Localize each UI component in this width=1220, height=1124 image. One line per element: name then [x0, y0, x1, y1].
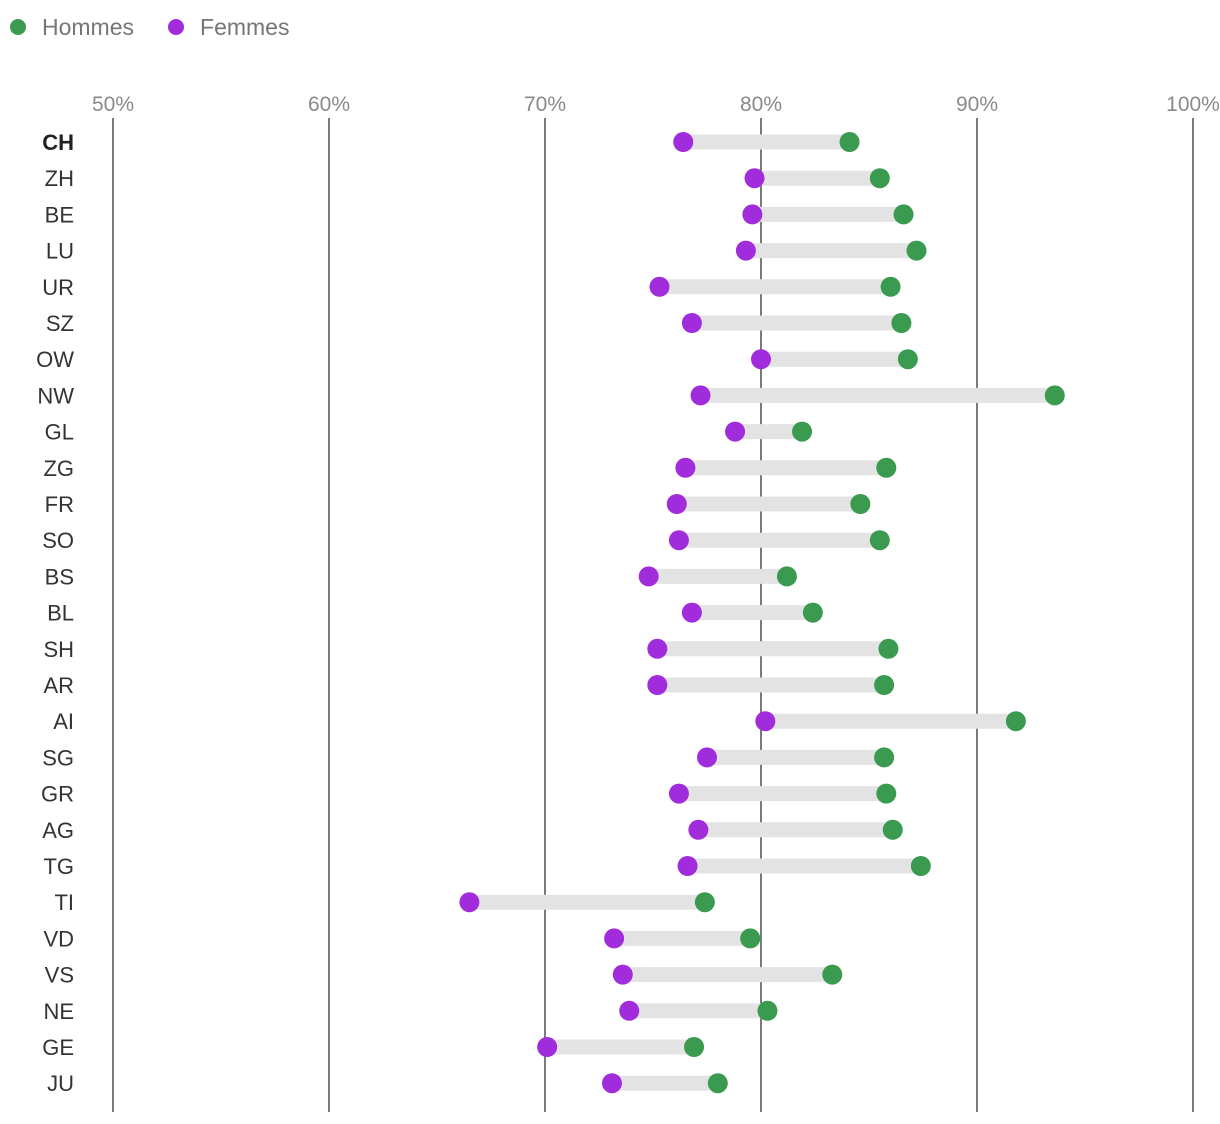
femmes-dot [675, 457, 696, 478]
femmes-dot [459, 892, 480, 913]
row-label: NW [37, 383, 74, 408]
row-label: BE [45, 202, 74, 227]
hommes-dot [876, 457, 897, 478]
hommes-dot [869, 168, 890, 189]
row-label: FR [45, 492, 74, 517]
femmes-dot [649, 276, 670, 297]
row-label: AG [42, 818, 74, 843]
femmes-dot [677, 856, 698, 876]
femmes-dot [725, 421, 746, 442]
femmes-dot [735, 240, 756, 261]
femmes-dot [668, 530, 689, 551]
femmes-dot [690, 385, 711, 406]
legend-item-femmes[interactable]: Femmes [168, 14, 289, 41]
row-label: GE [42, 1035, 74, 1060]
row-label: SH [43, 637, 74, 662]
x-tick-label: 100% [1166, 93, 1220, 116]
femmes-dot [619, 1000, 640, 1021]
hommes-dot [874, 747, 895, 768]
femmes-dot [742, 204, 763, 225]
hommes-dot [1044, 385, 1065, 406]
hommes-dot [694, 892, 715, 913]
hommes-dot [880, 276, 901, 297]
femmes-dot [604, 928, 625, 949]
row-label: ZH [45, 166, 74, 191]
femmes-dot [666, 494, 687, 514]
row-label: VS [45, 963, 74, 988]
legend: Hommes Femmes [10, 12, 289, 42]
femmes-dot [612, 964, 633, 985]
hommes-dot [869, 530, 890, 551]
row-label: VD [43, 926, 74, 951]
hommes-dot [839, 132, 860, 152]
row-label: OW [36, 347, 74, 372]
hommes-dot [757, 1000, 778, 1021]
hommes-dot [1005, 711, 1026, 732]
femmes-dot [755, 711, 776, 732]
hommes-dot [882, 819, 903, 840]
x-tick-label: 60% [308, 93, 350, 116]
x-tick-label: 90% [956, 93, 998, 116]
femmes-dot [697, 747, 717, 768]
legend-dot-icon [10, 19, 26, 35]
x-tick-label: 70% [524, 93, 566, 116]
femmes-dot [668, 783, 689, 804]
hommes-dot [906, 240, 927, 261]
femmes-dot [601, 1073, 622, 1094]
femmes-dot [537, 1037, 558, 1057]
femmes-dot [681, 313, 702, 333]
femmes-dot [681, 602, 702, 623]
femmes-dot [751, 349, 771, 370]
row-label: SZ [46, 311, 74, 336]
row-label: CH [42, 130, 74, 155]
femmes-dot [688, 819, 709, 840]
x-tick-label: 50% [92, 93, 134, 116]
hommes-dot [876, 783, 897, 804]
hommes-dot [802, 602, 823, 623]
x-tick-label: 80% [740, 93, 782, 116]
row-label: NE [43, 999, 74, 1024]
row-label: ZG [43, 456, 74, 481]
row-label: AR [43, 673, 74, 698]
femmes-dot [673, 132, 694, 152]
hommes-dot [792, 421, 813, 442]
row-label: JU [47, 1071, 74, 1096]
hommes-dot [910, 856, 931, 876]
row-label: TI [54, 890, 74, 915]
row-label: BL [47, 601, 74, 626]
row-label: BS [45, 564, 74, 589]
row-label: SG [42, 745, 74, 770]
hommes-dot [822, 964, 843, 985]
hommes-dot [897, 349, 918, 370]
hommes-dot [776, 566, 797, 587]
hommes-dot [740, 928, 761, 949]
hommes-dot [874, 675, 895, 695]
legend-dot-icon [168, 19, 185, 35]
hommes-dot [878, 638, 899, 659]
hommes-dot [850, 494, 871, 514]
hommes-dot [707, 1073, 728, 1094]
row-label: GR [41, 782, 74, 807]
row-label: UR [42, 275, 74, 300]
femmes-dot [647, 638, 668, 659]
femmes-dot [647, 675, 668, 695]
row-label: AI [53, 709, 74, 734]
hommes-dot [684, 1037, 705, 1057]
row-label: SO [42, 528, 74, 553]
legend-label: Femmes [200, 13, 290, 40]
femmes-dot [638, 566, 659, 587]
hommes-dot [893, 204, 914, 225]
row-label: TG [43, 854, 74, 879]
hommes-dot [891, 313, 912, 333]
legend-label: Hommes [42, 13, 135, 40]
row-label: LU [46, 239, 74, 264]
legend-item-hommes[interactable]: Hommes [10, 14, 134, 41]
row-label: GL [45, 420, 74, 445]
femmes-dot [744, 168, 765, 189]
